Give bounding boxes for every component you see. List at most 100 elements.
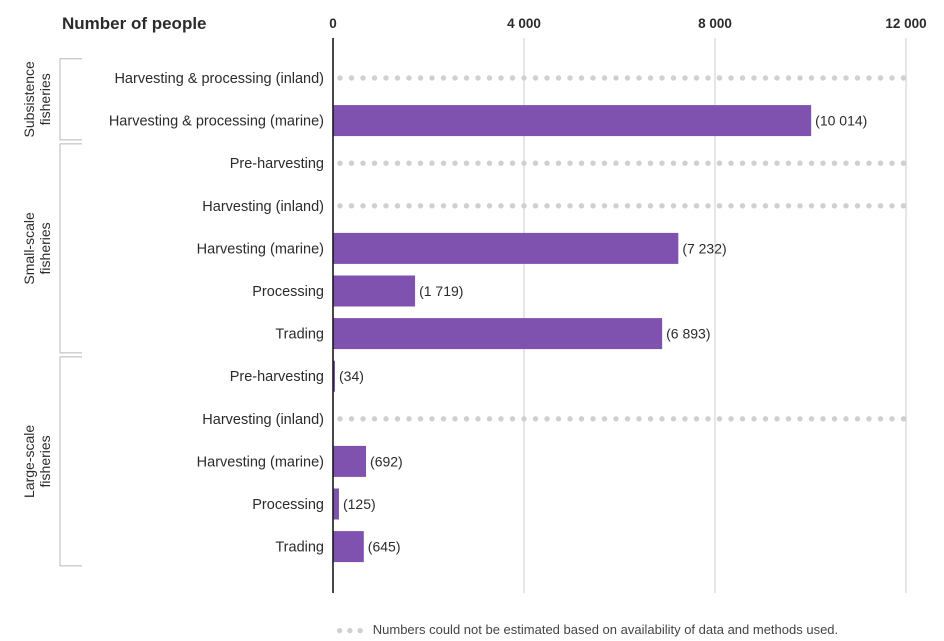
missing-data-dot <box>636 203 642 209</box>
missing-data-dot <box>762 203 769 209</box>
missing-data-dot <box>751 416 757 422</box>
missing-data-dot <box>866 160 872 166</box>
missing-data-dot <box>578 416 585 422</box>
x-tick-label: 0 <box>329 16 337 31</box>
missing-data-dot <box>785 160 792 166</box>
missing-data-dot <box>498 416 504 422</box>
missing-data-dot <box>544 75 550 81</box>
missing-data-dot <box>900 75 907 81</box>
missing-data-dot <box>716 160 723 166</box>
missing-data-dot <box>624 160 631 166</box>
missing-data-dot <box>555 75 562 81</box>
missing-data-dot <box>406 416 412 422</box>
missing-data-dot <box>486 160 493 166</box>
missing-data-dot <box>590 160 596 166</box>
missing-data-dot <box>337 203 343 209</box>
missing-data-dot <box>601 416 608 422</box>
missing-data-dot <box>728 160 734 166</box>
missing-data-dot <box>509 203 516 209</box>
group-label-line: fisheries <box>37 73 53 125</box>
missing-data-dot <box>900 203 907 209</box>
missing-data-dot <box>532 416 539 422</box>
missing-data-dot <box>521 203 527 209</box>
missing-data-dot <box>693 416 700 422</box>
missing-data-dot <box>739 160 746 166</box>
missing-data-dot <box>820 203 826 209</box>
missing-data-dot <box>590 75 596 81</box>
group-label: Small-scalefisheries <box>21 212 53 285</box>
missing-data-dot <box>705 203 711 209</box>
missing-data-dot <box>716 75 723 81</box>
missing-data-dot <box>866 75 872 81</box>
missing-data-dot <box>705 75 711 81</box>
missing-data-dot <box>808 75 815 81</box>
missing-data-dot <box>774 203 780 209</box>
missing-data-dot <box>601 160 608 166</box>
missing-data-dot <box>682 416 688 422</box>
value-label: (645) <box>368 539 401 555</box>
value-label: (34) <box>339 368 364 384</box>
missing-data-dot <box>440 203 447 209</box>
missing-data-dot <box>670 75 677 81</box>
missing-data-dot <box>682 160 688 166</box>
missing-data-dot <box>613 75 619 81</box>
missing-data-dot <box>452 416 458 422</box>
category-label: Harvesting (marine) <box>197 241 324 257</box>
missing-data-dot <box>797 203 803 209</box>
missing-data-dot <box>521 416 527 422</box>
value-label: (692) <box>370 453 403 469</box>
missing-data-dot <box>406 203 412 209</box>
missing-data-dot <box>820 416 826 422</box>
missing-data-dot <box>532 75 539 81</box>
missing-data-dot <box>808 203 815 209</box>
missing-data-dot <box>624 75 631 81</box>
missing-data-dot <box>785 416 792 422</box>
missing-data-dot <box>774 416 780 422</box>
missing-data-dot <box>475 160 481 166</box>
missing-data-dot <box>394 203 401 209</box>
group-label: Subsistencefisheries <box>21 61 53 137</box>
missing-data-dot <box>831 160 838 166</box>
missing-data-dot <box>797 75 803 81</box>
value-label: (6 893) <box>666 326 710 342</box>
missing-data-dot <box>463 416 470 422</box>
missing-data-dot <box>659 160 665 166</box>
missing-data-dot <box>670 203 677 209</box>
category-label: Harvesting (marine) <box>197 454 324 470</box>
missing-data-dot <box>429 203 435 209</box>
missing-data-dot <box>337 416 343 422</box>
bar <box>333 360 335 392</box>
missing-data-dot <box>521 75 527 81</box>
missing-data-dot <box>820 75 826 81</box>
missing-data-dot <box>739 203 746 209</box>
missing-data-dot <box>590 416 596 422</box>
missing-data-dot <box>360 160 366 166</box>
value-label: (10 014) <box>815 113 867 129</box>
missing-data-dot <box>498 203 504 209</box>
category-label: Trading <box>275 540 324 556</box>
missing-data-dot <box>509 75 516 81</box>
missing-data-dot <box>348 160 355 166</box>
missing-data-dot <box>601 203 608 209</box>
missing-data-dot <box>808 416 815 422</box>
category-label: Trading <box>275 327 324 343</box>
missing-data-dot <box>544 203 550 209</box>
missing-data-dot <box>486 416 493 422</box>
missing-data-dot <box>785 75 792 81</box>
missing-data-dot <box>877 160 884 166</box>
missing-data-dot <box>440 75 447 81</box>
missing-data-dot <box>429 160 435 166</box>
missing-data-dot <box>647 75 654 81</box>
missing-data-dot <box>900 160 907 166</box>
missing-data-dot <box>670 160 677 166</box>
bar <box>333 445 367 477</box>
category-label: Processing <box>252 284 324 300</box>
missing-data-dot <box>739 75 746 81</box>
category-label: Harvesting & processing (marine) <box>109 114 324 130</box>
missing-data-dot <box>831 416 838 422</box>
missing-data-dot <box>866 416 872 422</box>
missing-data-dot <box>486 75 493 81</box>
missing-data-dot <box>739 416 746 422</box>
missing-data-dot <box>475 203 481 209</box>
